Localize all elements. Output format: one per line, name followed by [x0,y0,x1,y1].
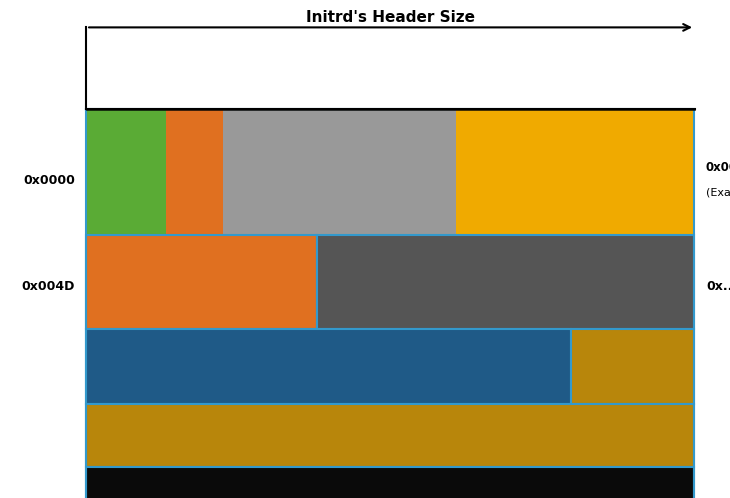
Text: Initrd
header
size
(4 bytes): Initrd header size (4 bytes) [104,147,148,196]
Text: 0x004D: 0x004D [22,280,75,293]
Bar [317,235,694,329]
Text: 0x004C: 0x004C [706,161,730,174]
Bar [86,109,694,498]
Bar [571,329,694,404]
Bar [223,110,456,234]
Bar [456,110,694,234]
Text: (Example): (Example) [706,188,730,198]
Bar [86,467,694,498]
Bar [166,110,223,234]
Text: File
Count
(4
bytes): File Count (4 bytes) [180,147,210,196]
Text: FILE 4: FILE 4 [347,424,432,448]
Text: 0x...: 0x... [706,280,730,293]
Text: FILE 2: FILE 2 [463,270,548,294]
Text: Initrd's Header Size: Initrd's Header Size [306,10,475,25]
Bar [86,329,571,404]
Text: File Offsets
(4 bytes EACH, its whole size is
4 bytes * file_count): File Offsets (4 bytes EACH, its whole si… [253,153,426,190]
Bar [86,235,317,329]
Text: FILE 1: FILE 1 [159,270,244,294]
Bar [86,404,694,467]
Text: FILE 5: FILE 5 [347,488,432,498]
Text: 0x0000: 0x0000 [23,174,75,187]
Text: FILE 3: FILE 3 [286,355,371,378]
Bar [86,110,166,234]
Text: File Lengths
(4 bytes EACH, its whole size is
4 bytes * file_count): File Lengths (4 bytes EACH, its whole si… [488,153,661,190]
